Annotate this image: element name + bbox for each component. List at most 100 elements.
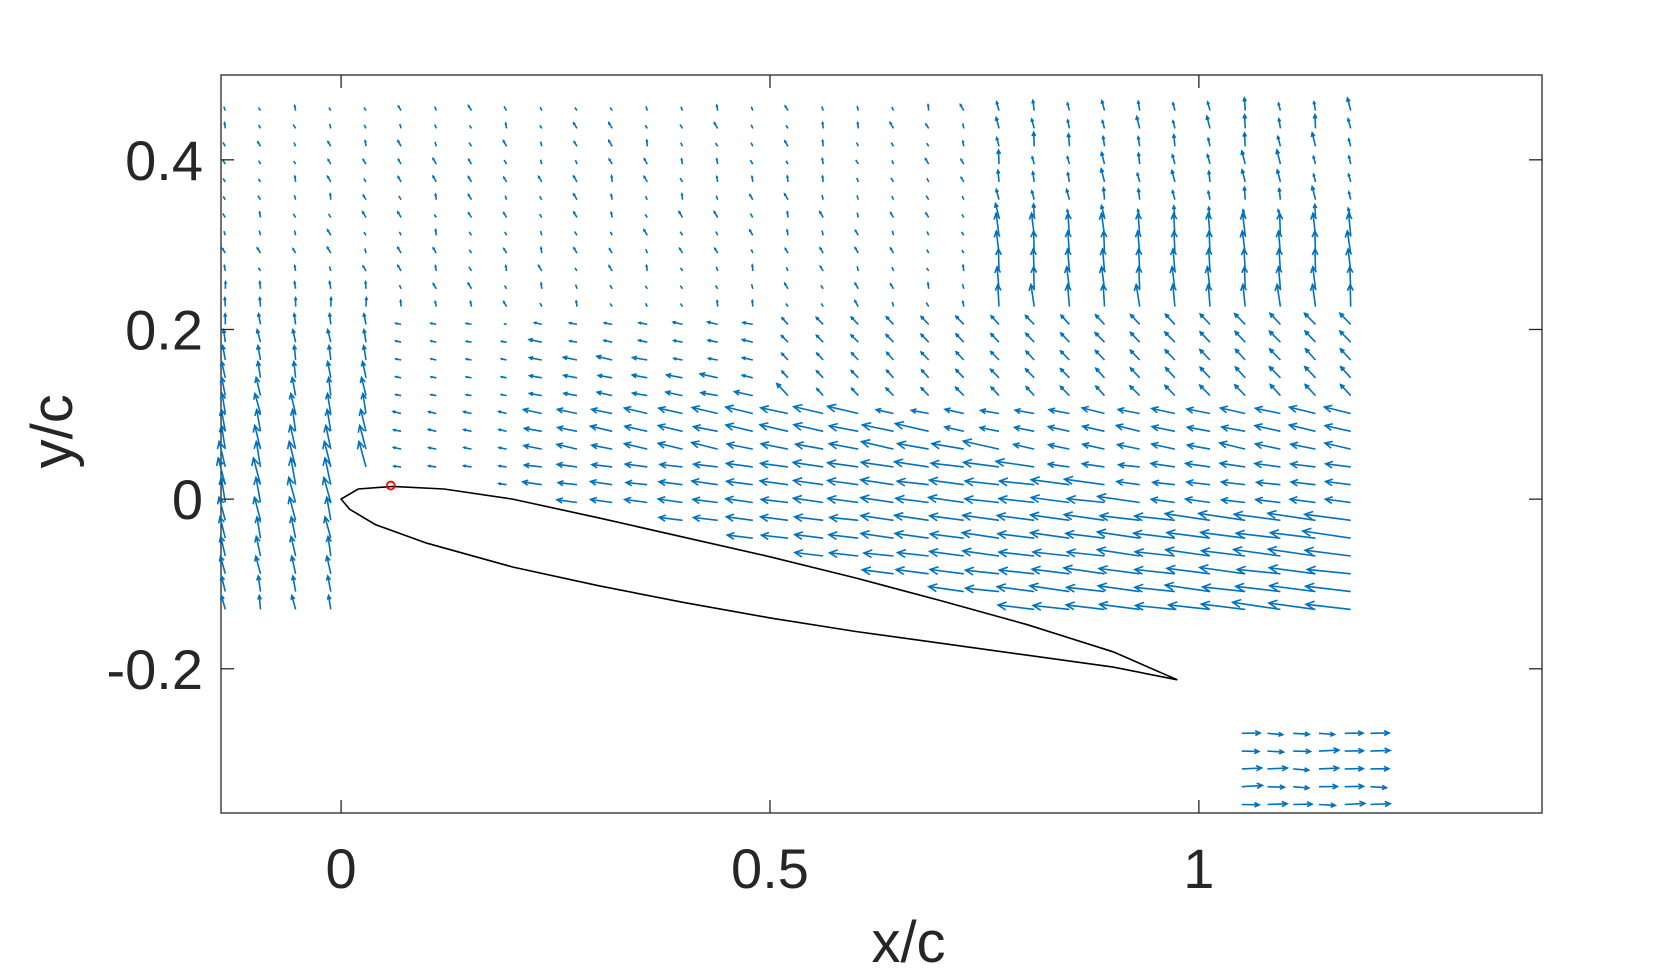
- vector-arrow: [1232, 510, 1281, 522]
- vector-arrow: [397, 157, 402, 165]
- y-tick-label: 0: [172, 468, 203, 531]
- vector-arrow: [622, 405, 648, 415]
- vector-arrow: [1318, 783, 1340, 790]
- vector-arrow: [223, 106, 227, 111]
- vector-arrow: [574, 299, 578, 307]
- vector-arrow: [780, 352, 789, 361]
- vector-arrow: [257, 178, 262, 183]
- vector-arrow: [996, 530, 1035, 540]
- vector-arrow: [860, 421, 894, 433]
- vector-arrow: [1149, 406, 1176, 415]
- vector-arrow: [759, 405, 789, 415]
- vector-arrow: [1149, 460, 1176, 469]
- vector-arrow: [467, 175, 473, 183]
- vector-arrow: [1312, 172, 1317, 183]
- vector-arrow: [926, 493, 964, 504]
- vector-arrow: [589, 407, 613, 415]
- vector-arrow: [995, 136, 1000, 147]
- vector-arrow: [562, 391, 578, 397]
- vector-arrow: [1031, 98, 1036, 111]
- vector-arrow: [725, 531, 753, 540]
- vector-arrow: [432, 156, 437, 165]
- vector-arrow: [715, 195, 719, 200]
- vector-arrow: [362, 311, 367, 325]
- vector-arrow: [555, 442, 578, 450]
- vector-arrow: [1095, 546, 1140, 557]
- vector-arrow: [1197, 563, 1246, 575]
- vector-arrow: [1288, 460, 1316, 469]
- vector-arrow: [927, 547, 964, 558]
- vector-arrow: [699, 390, 718, 397]
- vector-arrow: [499, 357, 507, 361]
- vector-arrow: [963, 584, 1000, 594]
- vector-arrow: [1031, 202, 1037, 218]
- vector-arrow: [293, 142, 297, 147]
- vector-arrow: [821, 106, 824, 111]
- vector-arrow: [1100, 150, 1106, 165]
- vector-arrow: [1338, 329, 1352, 343]
- vector-arrow: [821, 156, 824, 165]
- vector-arrow: [713, 121, 719, 129]
- vector-arrow: [818, 210, 824, 218]
- vector-arrow: [326, 343, 332, 361]
- vector-arrow: [1013, 407, 1035, 415]
- vector-arrow: [1101, 186, 1106, 200]
- vector-arrow: [258, 295, 262, 307]
- vector-arrow: [293, 263, 297, 272]
- vector-arrow: [1171, 119, 1176, 129]
- vector-arrow: [960, 529, 1000, 539]
- vector-arrow: [679, 267, 684, 272]
- vector-arrow: [362, 264, 367, 272]
- vector-arrow: [397, 104, 402, 112]
- vector-arrow: [1233, 330, 1246, 343]
- vector-arrow: [1266, 545, 1316, 557]
- vector-arrow: [1218, 460, 1246, 469]
- vector-arrow: [889, 120, 895, 129]
- vector-arrow: [1163, 510, 1211, 522]
- vector-arrow: [1275, 168, 1282, 183]
- vector-arrow: [1206, 153, 1211, 165]
- vector-arrow: [222, 177, 226, 183]
- vector-arrow: [469, 299, 473, 307]
- vector-arrow: [862, 549, 894, 559]
- vector-arrow: [1046, 424, 1070, 433]
- vector-arrow: [1185, 424, 1211, 433]
- vector-arrow: [657, 514, 683, 522]
- vector-arrow: [791, 458, 824, 469]
- vector-arrow: [1170, 168, 1176, 183]
- vector-arrow: [464, 375, 472, 379]
- vector-arrow: [1059, 349, 1070, 361]
- vector-arrow: [561, 355, 578, 361]
- vector-arrow: [793, 441, 824, 450]
- vector-arrow: [1234, 347, 1246, 361]
- vector-arrow: [609, 284, 613, 290]
- vector-arrow: [1254, 479, 1281, 487]
- vector-arrow: [783, 139, 789, 147]
- vector-arrow: [1133, 282, 1141, 307]
- vector-arrow: [997, 494, 1035, 505]
- vector-arrow: [394, 322, 402, 326]
- vector-arrow: [1095, 492, 1140, 504]
- vector-arrow: [595, 390, 613, 397]
- vector-arrow: [1163, 384, 1176, 397]
- vector-arrow: [1065, 187, 1071, 200]
- vector-arrow: [1024, 332, 1035, 343]
- vector-arrow: [363, 124, 367, 129]
- vector-arrow: [672, 357, 683, 361]
- vector-arrow: [1276, 134, 1282, 147]
- vector-arrow: [602, 339, 613, 343]
- vector-arrow: [819, 246, 824, 254]
- vector-arrow: [522, 443, 542, 450]
- vector-arrow: [1062, 564, 1105, 575]
- vector-arrow: [926, 102, 930, 111]
- vector-arrow: [1339, 365, 1352, 379]
- vector-arrow: [396, 263, 402, 272]
- vector-arrow: [462, 410, 472, 415]
- vector-arrow: [856, 105, 860, 111]
- vector-arrow: [1163, 546, 1211, 557]
- vector-arrow: [786, 210, 789, 218]
- vector-arrow: [539, 159, 543, 165]
- vector-arrow: [588, 478, 613, 486]
- vector-arrow: [393, 339, 402, 343]
- vector-arrow: [680, 157, 684, 165]
